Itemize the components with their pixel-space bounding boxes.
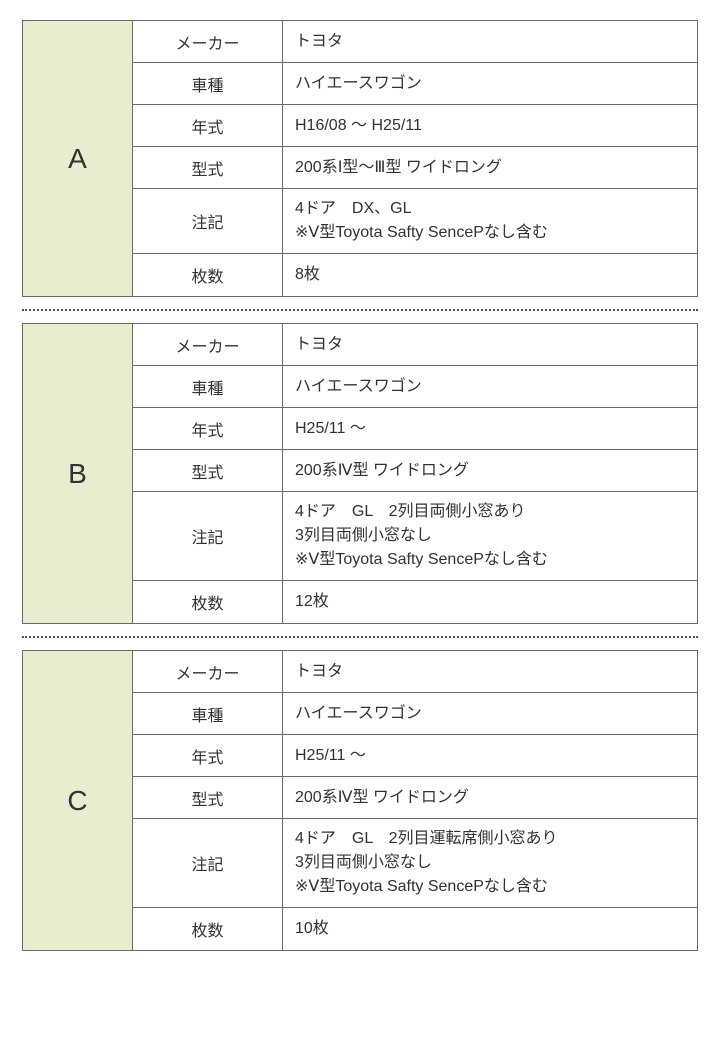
- spec-row-note: 注記4ドア GL 2列目両側小窓あり 3列目両側小窓なし ※Ⅴ型Toyota S…: [133, 492, 697, 581]
- row-value: 200系Ⅳ型 ワイドロング: [283, 777, 697, 818]
- row-label: 車種: [133, 693, 283, 734]
- row-label: 注記: [133, 189, 283, 253]
- row-value: ハイエースワゴン: [283, 693, 697, 734]
- spec-row-count: 枚数8枚: [133, 254, 697, 296]
- row-value: 4ドア GL 2列目両側小窓あり 3列目両側小窓なし ※Ⅴ型Toyota Saf…: [283, 492, 697, 580]
- row-value: H25/11 〜: [283, 735, 697, 776]
- block-letter: A: [23, 21, 133, 296]
- row-label: 注記: [133, 492, 283, 580]
- spec-rows: メーカートヨタ車種ハイエースワゴン年式H16/08 〜 H25/11型式200系…: [133, 21, 697, 296]
- row-label: 型式: [133, 450, 283, 491]
- spec-row-year: 年式H25/11 〜: [133, 735, 697, 777]
- block-divider: [22, 309, 698, 311]
- row-value: トヨタ: [283, 651, 697, 692]
- row-label: メーカー: [133, 324, 283, 365]
- spec-row-maker: メーカートヨタ: [133, 21, 697, 63]
- row-value: 200系Ⅳ型 ワイドロング: [283, 450, 697, 491]
- spec-row-count: 枚数10枚: [133, 908, 697, 950]
- row-value: 200系Ⅰ型〜Ⅲ型 ワイドロング: [283, 147, 697, 188]
- block-letter: C: [23, 651, 133, 950]
- row-value: トヨタ: [283, 324, 697, 365]
- row-label: メーカー: [133, 651, 283, 692]
- row-label: 年式: [133, 105, 283, 146]
- spec-block: Aメーカートヨタ車種ハイエースワゴン年式H16/08 〜 H25/11型式200…: [22, 20, 698, 297]
- spec-row-note: 注記4ドア DX、GL ※Ⅴ型Toyota Safty SencePなし含む: [133, 189, 697, 254]
- row-value: ハイエースワゴン: [283, 63, 697, 104]
- row-value: H25/11 〜: [283, 408, 697, 449]
- spec-row-maker: メーカートヨタ: [133, 324, 697, 366]
- spec-row-model: 車種ハイエースワゴン: [133, 693, 697, 735]
- spec-row-type: 型式200系Ⅰ型〜Ⅲ型 ワイドロング: [133, 147, 697, 189]
- row-label: 車種: [133, 63, 283, 104]
- row-value: 10枚: [283, 908, 697, 950]
- row-value: 8枚: [283, 254, 697, 296]
- spec-rows: メーカートヨタ車種ハイエースワゴン年式H25/11 〜型式200系Ⅳ型 ワイドロ…: [133, 324, 697, 623]
- row-label: 枚数: [133, 908, 283, 950]
- row-label: 枚数: [133, 581, 283, 623]
- row-value: 4ドア GL 2列目運転席側小窓あり 3列目両側小窓なし ※Ⅴ型Toyota S…: [283, 819, 697, 907]
- spec-row-maker: メーカートヨタ: [133, 651, 697, 693]
- row-value: トヨタ: [283, 21, 697, 62]
- block-letter: B: [23, 324, 133, 623]
- spec-row-type: 型式200系Ⅳ型 ワイドロング: [133, 450, 697, 492]
- spec-row-year: 年式H16/08 〜 H25/11: [133, 105, 697, 147]
- spec-row-count: 枚数12枚: [133, 581, 697, 623]
- row-value: H16/08 〜 H25/11: [283, 105, 697, 146]
- spec-block: Bメーカートヨタ車種ハイエースワゴン年式H25/11 〜型式200系Ⅳ型 ワイド…: [22, 323, 698, 624]
- row-label: 枚数: [133, 254, 283, 296]
- spec-block: Cメーカートヨタ車種ハイエースワゴン年式H25/11 〜型式200系Ⅳ型 ワイド…: [22, 650, 698, 951]
- row-value: ハイエースワゴン: [283, 366, 697, 407]
- spec-row-note: 注記4ドア GL 2列目運転席側小窓あり 3列目両側小窓なし ※Ⅴ型Toyota…: [133, 819, 697, 908]
- row-value: 12枚: [283, 581, 697, 623]
- row-label: 年式: [133, 735, 283, 776]
- row-label: メーカー: [133, 21, 283, 62]
- spec-row-model: 車種ハイエースワゴン: [133, 63, 697, 105]
- row-label: 型式: [133, 777, 283, 818]
- spec-rows: メーカートヨタ車種ハイエースワゴン年式H25/11 〜型式200系Ⅳ型 ワイドロ…: [133, 651, 697, 950]
- spec-row-type: 型式200系Ⅳ型 ワイドロング: [133, 777, 697, 819]
- row-label: 車種: [133, 366, 283, 407]
- row-label: 注記: [133, 819, 283, 907]
- block-divider: [22, 636, 698, 638]
- row-value: 4ドア DX、GL ※Ⅴ型Toyota Safty SencePなし含む: [283, 189, 697, 253]
- row-label: 型式: [133, 147, 283, 188]
- spec-row-model: 車種ハイエースワゴン: [133, 366, 697, 408]
- spec-row-year: 年式H25/11 〜: [133, 408, 697, 450]
- row-label: 年式: [133, 408, 283, 449]
